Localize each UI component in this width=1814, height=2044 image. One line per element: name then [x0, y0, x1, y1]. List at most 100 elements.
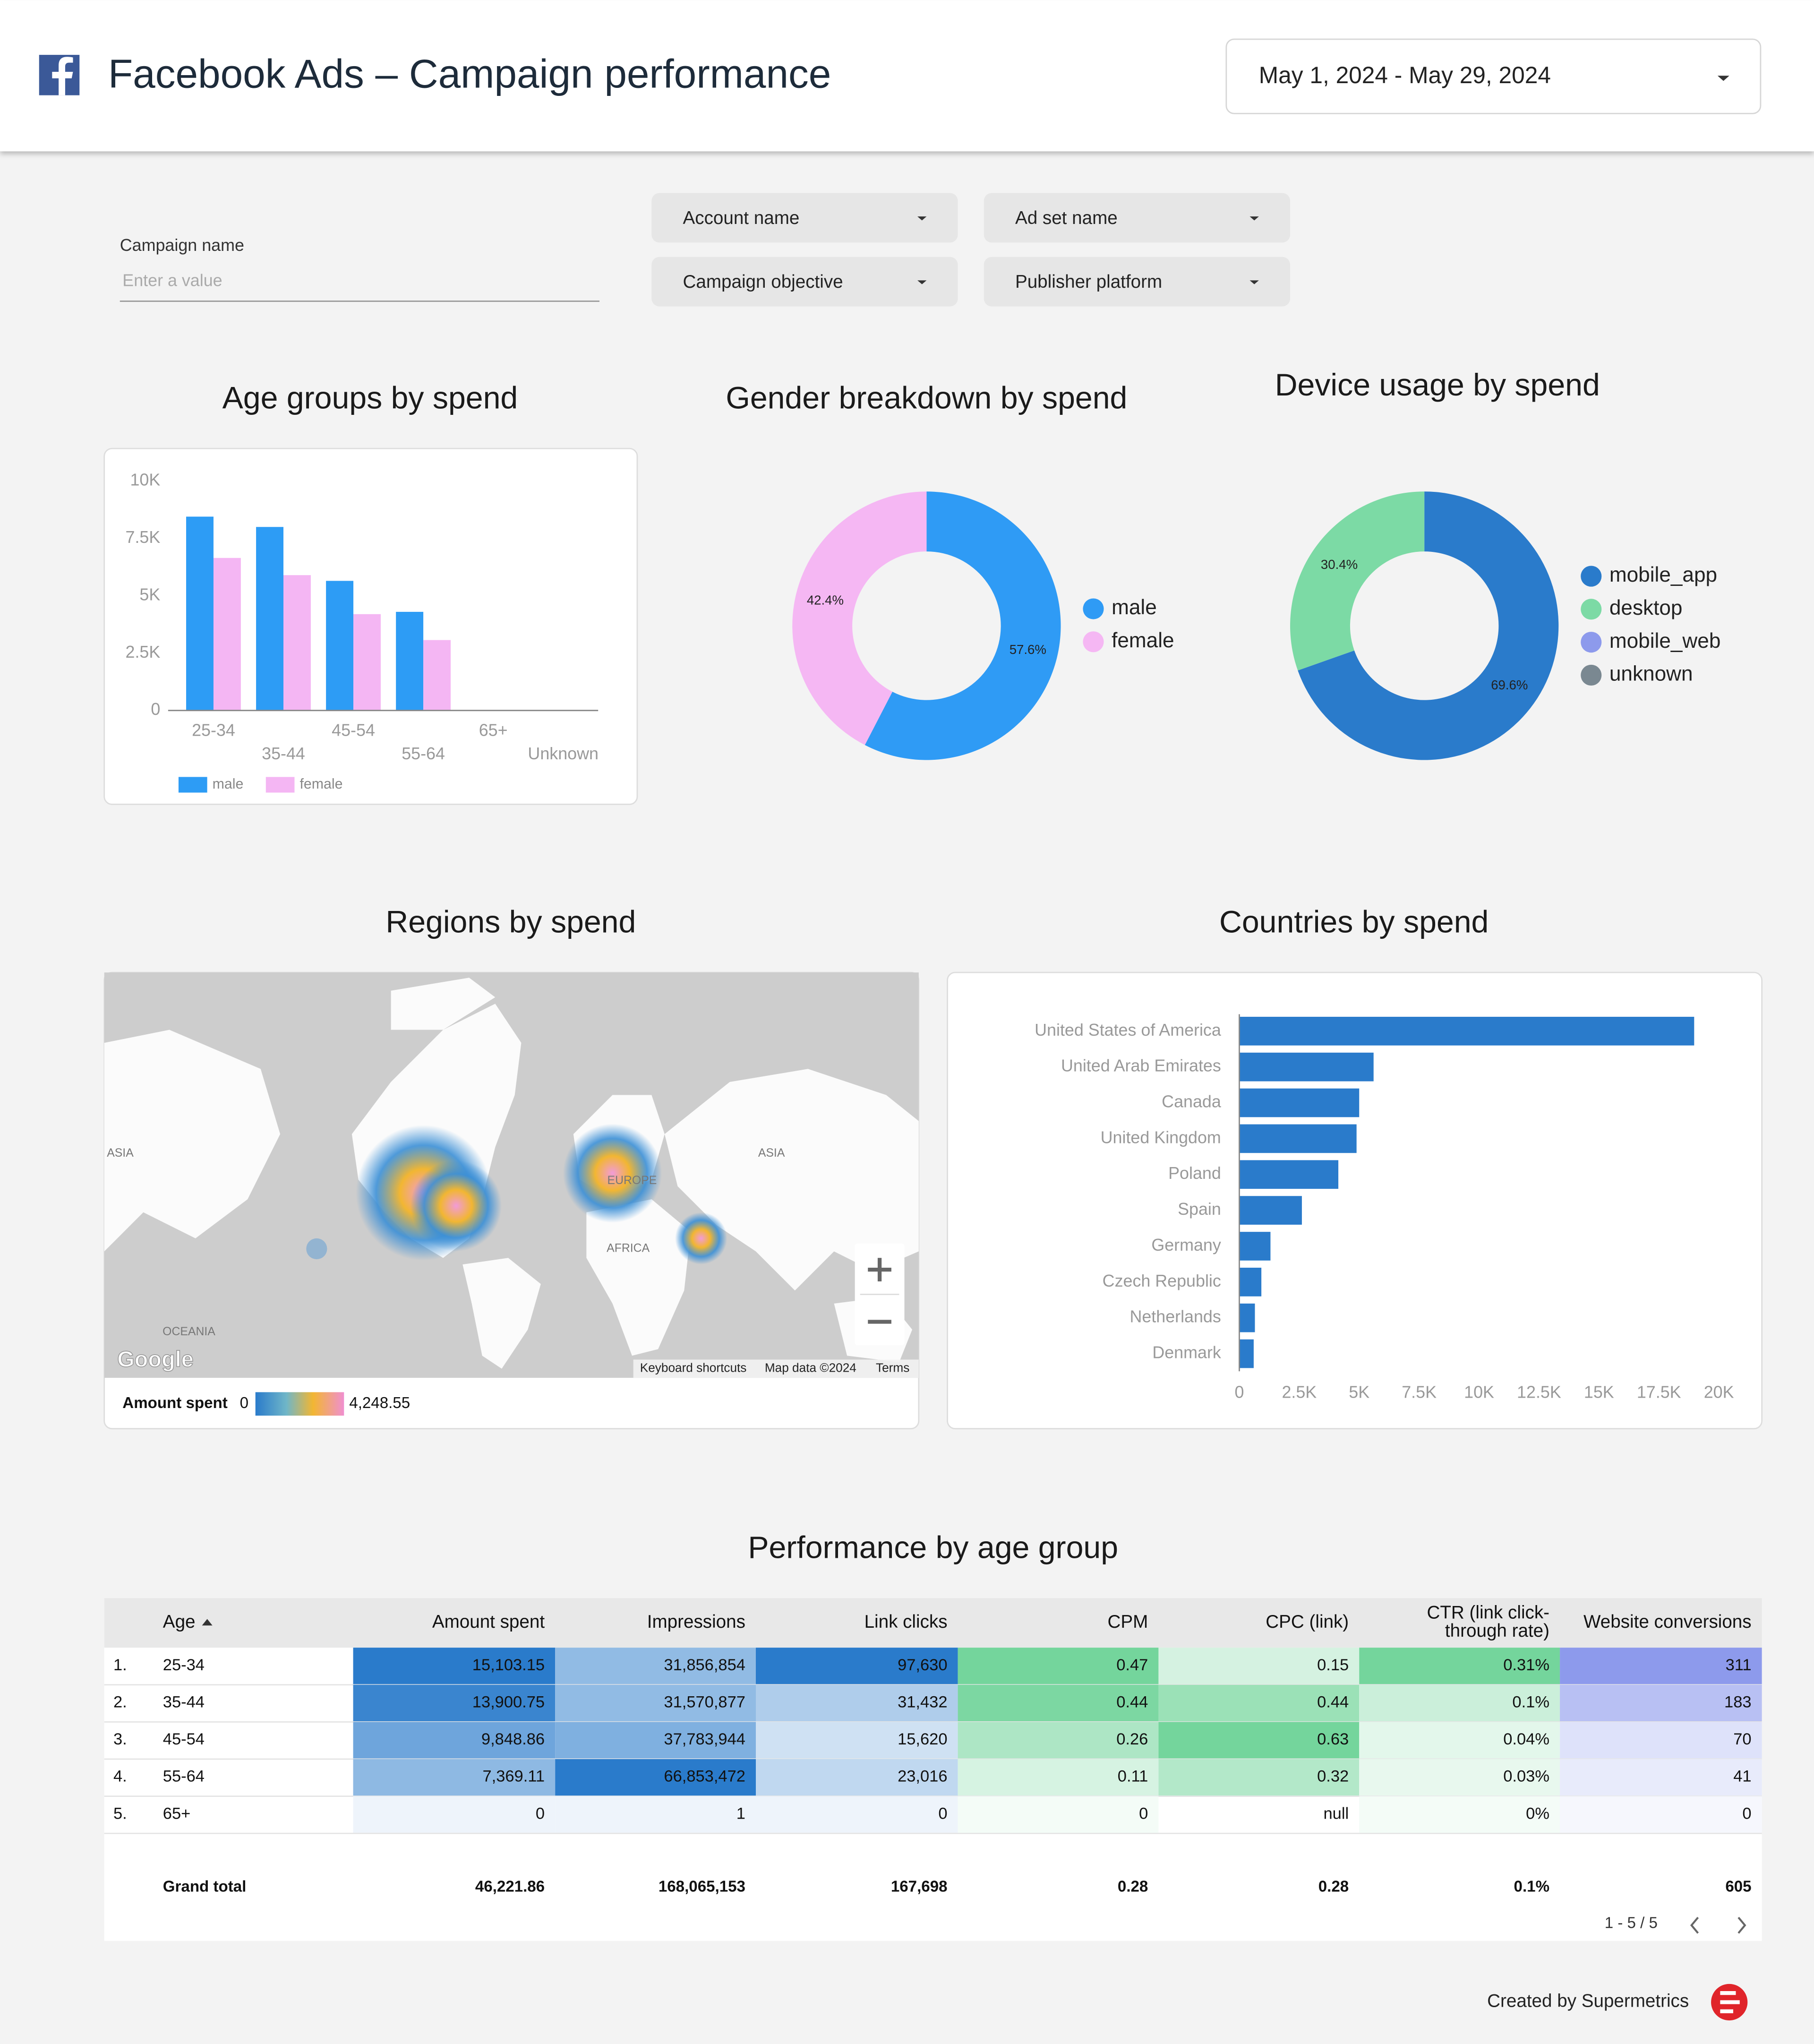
table-cell: 0.32: [1317, 1768, 1349, 1786]
table-cell: null: [1324, 1804, 1349, 1822]
bar: [1239, 1303, 1255, 1332]
sort-icon[interactable]: [202, 1619, 213, 1626]
heat-cell: [353, 1648, 556, 1684]
x-tick-label: 25-34: [192, 721, 235, 739]
table-cell: 0.03%: [1503, 1768, 1549, 1786]
bar: [1239, 1052, 1374, 1082]
column-header[interactable]: Website conversions: [1583, 1612, 1752, 1632]
legend-label: mobile_web: [1609, 629, 1720, 653]
table-cell: 13,900.75: [472, 1693, 545, 1711]
column-header[interactable]: CPC (link): [1266, 1612, 1349, 1632]
dropdown[interactable]: [984, 193, 1291, 243]
heat-cell: [1359, 1684, 1560, 1721]
column-header[interactable]: Amount spent: [432, 1612, 545, 1632]
column-header[interactable]: Link clicks: [864, 1612, 948, 1632]
filter-placeholder[interactable]: Enter a value: [122, 271, 222, 290]
map-label: EUROPE: [608, 1174, 657, 1187]
table-cell: 31,432: [898, 1693, 947, 1711]
heat-cell: [555, 1684, 756, 1721]
legend-label: female: [299, 776, 342, 792]
dropdown[interactable]: [651, 193, 958, 243]
column-header[interactable]: through rate): [1445, 1621, 1549, 1641]
x-tick-label: 65+: [479, 721, 508, 739]
table-cell: 41: [1733, 1768, 1751, 1786]
heat-blob: [563, 1124, 662, 1223]
bar: [1239, 1088, 1360, 1117]
heat-cell: [756, 1759, 958, 1796]
heat-cell: [1359, 1648, 1560, 1684]
date-range[interactable]: May 1, 2024 - May 29, 2024: [1259, 62, 1551, 88]
dropdown-label[interactable]: Publisher platform: [1015, 272, 1162, 292]
table-cell: 31,570,877: [664, 1693, 745, 1711]
pager-arrows[interactable]: [1690, 1916, 1746, 1934]
table-cell: 0.44: [1116, 1693, 1148, 1711]
table-cell: 25-34: [163, 1656, 205, 1674]
heat-cell: [1560, 1722, 1762, 1759]
caret[interactable]: [1249, 280, 1259, 284]
total-cell: Grand total: [163, 1878, 247, 1895]
total-cell: 167,698: [891, 1878, 948, 1895]
table-cell: 0.63: [1317, 1730, 1349, 1748]
filter-label: Campaign name: [120, 236, 244, 255]
caret[interactable]: [917, 216, 927, 221]
dropdown-label[interactable]: Account name: [683, 208, 800, 228]
legend-label: desktop: [1609, 596, 1683, 619]
table-cell: 1.: [113, 1656, 127, 1674]
table-cell: 66,853,472: [664, 1768, 745, 1786]
heat-cell: [353, 1722, 556, 1759]
zoom-control[interactable]: [855, 1243, 905, 1346]
heat-cell: [1359, 1796, 1560, 1833]
map[interactable]: Google: [104, 972, 919, 1378]
column-header[interactable]: Impressions: [647, 1612, 745, 1632]
date-box[interactable]: [1225, 38, 1762, 114]
zoom-icons[interactable]: [868, 1258, 891, 1324]
x-tick-label: 2.5K: [1282, 1383, 1317, 1402]
y-tick-label: United Arab Emirates: [1061, 1056, 1221, 1075]
heat-cell: [958, 1722, 1159, 1759]
heat-blob: [410, 1160, 502, 1252]
column-header[interactable]: Age: [163, 1612, 196, 1632]
y-tick-label: Spain: [1178, 1200, 1221, 1219]
dropdown-label[interactable]: Campaign objective: [683, 272, 843, 292]
table-cell: 31,856,854: [664, 1656, 745, 1674]
total-cell: 0.28: [1118, 1878, 1148, 1895]
column-header[interactable]: CPM: [1108, 1612, 1148, 1632]
y-tick-label: Denmark: [1152, 1343, 1221, 1362]
dropdown[interactable]: [984, 257, 1291, 307]
x-tick-label: 55-64: [402, 744, 445, 763]
y-tick-label: Poland: [1168, 1164, 1221, 1183]
x-tick-label: 10K: [1464, 1383, 1494, 1402]
caret[interactable]: [1249, 216, 1259, 221]
table-cell: 0%: [1526, 1804, 1549, 1822]
campaign-filter[interactable]: Campaign name Enter a value: [120, 236, 599, 302]
heat-cell: [555, 1759, 756, 1796]
table-cell: 5.: [113, 1804, 127, 1822]
y-tick-label: 2.5K: [126, 643, 161, 661]
map-title: Regions by spend: [385, 905, 636, 940]
dropdown[interactable]: [651, 257, 958, 307]
bar: [326, 581, 354, 711]
heat-cell: [1560, 1796, 1762, 1833]
heat-cell: [958, 1759, 1159, 1796]
total-cell: 168,065,153: [659, 1878, 745, 1895]
heat-cell: [1560, 1648, 1762, 1684]
table-cell: 0.1%: [1512, 1693, 1549, 1711]
legend-max: 4,248.55: [349, 1394, 410, 1412]
donut-slice: [792, 491, 927, 745]
table-header: [104, 1598, 1762, 1648]
bar: [256, 527, 283, 711]
x-tick-label: 20K: [1704, 1383, 1734, 1402]
date-picker[interactable]: May 1, 2024 - May 29, 2024: [1225, 38, 1762, 114]
table-cell: 0.26: [1116, 1730, 1148, 1748]
y-tick-label: 7.5K: [126, 528, 161, 547]
column-header[interactable]: CTR (link click-: [1427, 1603, 1549, 1623]
map-attribution: Map data ©2024: [765, 1361, 856, 1375]
caret[interactable]: [1717, 76, 1729, 81]
caret[interactable]: [917, 280, 927, 284]
heat-cell: [1359, 1759, 1560, 1796]
heat-cell: [958, 1648, 1159, 1684]
dropdown-label[interactable]: Ad set name: [1015, 208, 1118, 228]
total-cell: 0.1%: [1514, 1878, 1549, 1895]
legend-label: male: [1112, 596, 1157, 619]
page-title: Facebook Ads – Campaign performance: [108, 52, 831, 97]
